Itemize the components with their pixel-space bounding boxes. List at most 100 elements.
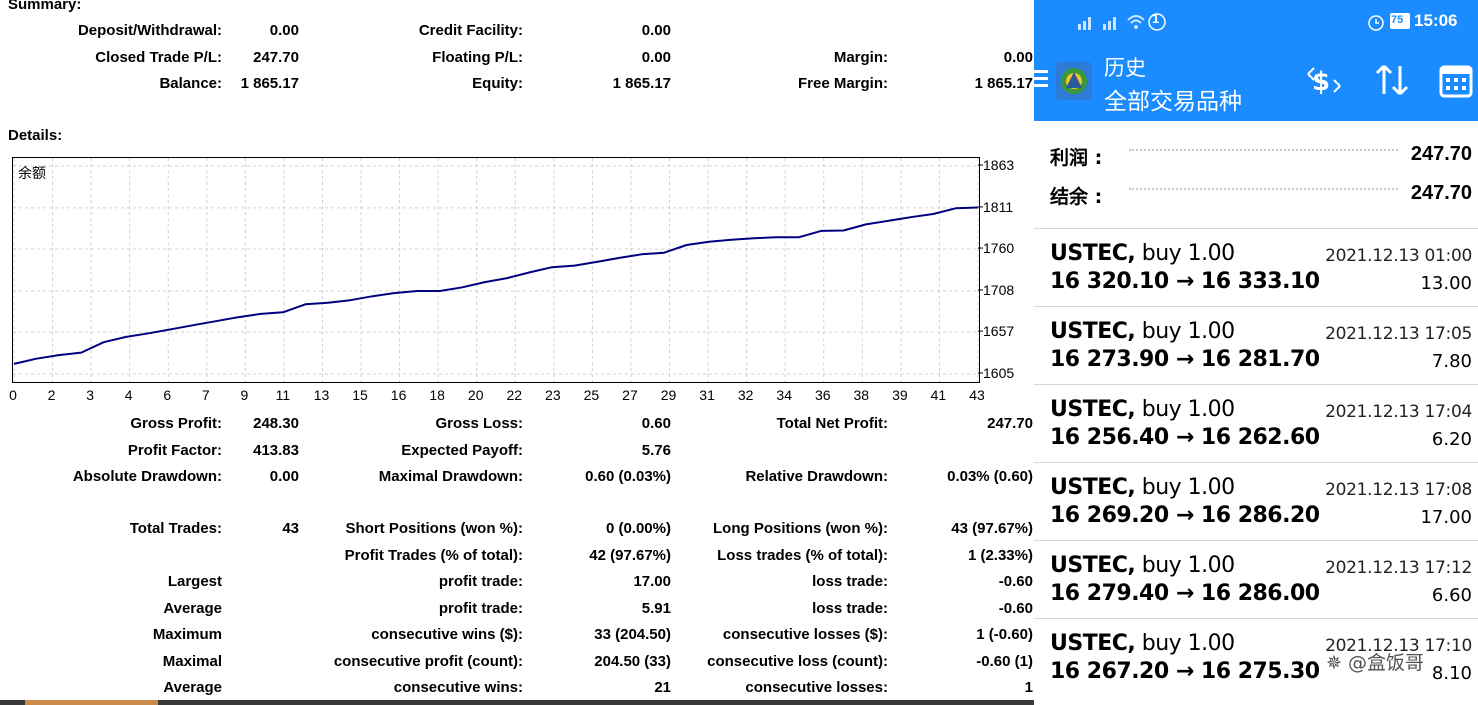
currency-exchange-icon[interactable]: $ xyxy=(1304,60,1344,100)
avg-consec-wins-label: consecutive wins: xyxy=(393,679,523,696)
x-tick-label: 2 xyxy=(48,387,56,403)
profit-trades-label: Profit Trades (% of total): xyxy=(344,547,523,564)
avg-consec-wins-value: 21 xyxy=(654,679,671,696)
maximal-drawdown-label: Maximal Drawdown: xyxy=(378,468,523,485)
trade-profit: 8.10 xyxy=(1431,663,1472,684)
battery-icon xyxy=(1390,13,1410,29)
x-tick-label: 41 xyxy=(931,387,947,403)
total-net-profit-value: 247.70 xyxy=(987,415,1033,432)
trade-profit: 13.00 xyxy=(1420,273,1472,294)
maximal-drawdown-value: 0.60 (0.03%) xyxy=(585,468,671,485)
phone-status-bar: 1 75 15:06 xyxy=(1034,0,1478,44)
free-margin-value: 1 865.17 xyxy=(974,75,1033,92)
trade-row[interactable]: USTEC, buy 1.00 16 269.20 → 16 286.20 20… xyxy=(1034,462,1478,541)
floating-pl-label: Floating P/L: xyxy=(432,49,523,66)
expected-payoff-value: 5.76 xyxy=(641,442,671,459)
x-tick-label: 13 xyxy=(314,387,330,403)
trade-symbol: USTEC, buy 1.00 xyxy=(1050,319,1235,344)
equity-value: 1 865.17 xyxy=(612,75,671,92)
calendar-icon[interactable] xyxy=(1437,60,1477,100)
expected-payoff-label: Expected Payoff: xyxy=(401,442,523,459)
symbol-filter[interactable]: 全部交易品种 xyxy=(1104,89,1242,115)
details-title: Details: xyxy=(8,127,63,144)
trade-row[interactable]: USTEC, buy 1.00 16 267.20 → 16 275.30 20… xyxy=(1034,618,1478,697)
trade-row[interactable]: USTEC, buy 1.00 16 273.90 → 16 281.70 20… xyxy=(1034,306,1478,385)
largest-loss-value: -0.60 xyxy=(998,573,1033,590)
total-trades-label: Total Trades: xyxy=(129,520,222,537)
x-tick-label: 36 xyxy=(815,387,831,403)
gross-loss-label: Gross Loss: xyxy=(435,415,523,432)
profit-factor-label: Profit Factor: xyxy=(127,442,222,459)
x-tick-label: 39 xyxy=(892,387,908,403)
sort-icon[interactable] xyxy=(1372,60,1412,100)
chart-series-label: 余额 xyxy=(18,165,46,182)
largest-loss-label: loss trade: xyxy=(812,573,888,590)
profit-summary-row: 利润 : 247.70 xyxy=(1034,135,1478,175)
loss-trades-label: Loss trades (% of total): xyxy=(717,547,888,564)
maximal-label: Maximal xyxy=(162,653,222,670)
x-tick-label: 16 xyxy=(391,387,407,403)
total-trades-value: 43 xyxy=(282,520,299,537)
average-loss-label: loss trade: xyxy=(812,600,888,617)
svg-text:$: $ xyxy=(1312,67,1330,97)
average-profit-value: 5.91 xyxy=(641,600,671,617)
trade-prices: 16 320.10 → 16 333.10 xyxy=(1050,269,1320,294)
signal-wifi-icons xyxy=(1078,13,1166,31)
gross-loss-value: 0.60 xyxy=(641,415,671,432)
x-tick-label: 9 xyxy=(240,387,248,403)
long-positions-value: 43 (97.67%) xyxy=(951,520,1033,537)
largest-profit-label: profit trade: xyxy=(438,573,523,590)
closed-trade-pl-label: Closed Trade P/L: xyxy=(95,49,222,66)
margin-value: 0.00 xyxy=(1003,49,1033,66)
maximal-consec-loss-value: -0.60 (1) xyxy=(976,653,1033,670)
short-positions-value: 0 (0.00%) xyxy=(605,520,671,537)
balance-chart: 余额 xyxy=(12,157,980,383)
trade-prices: 16 269.20 → 16 286.20 xyxy=(1050,503,1320,528)
relative-drawdown-label: Relative Drawdown: xyxy=(745,468,888,485)
dotted-leader xyxy=(1129,188,1398,190)
trade-prices: 16 256.40 → 16 262.60 xyxy=(1050,425,1320,450)
trade-profit: 17.00 xyxy=(1420,507,1472,528)
max-consec-wins-value: 33 (204.50) xyxy=(594,626,671,643)
trade-time: 2021.12.13 17:10 xyxy=(1325,636,1472,656)
trade-time: 2021.12.13 17:05 xyxy=(1325,324,1472,344)
trade-prices: 16 267.20 → 16 275.30 xyxy=(1050,659,1320,684)
balance-chart-plot: 余额 xyxy=(13,158,979,382)
maximal-consec-profit-label: consecutive profit (count): xyxy=(333,653,523,670)
trade-row[interactable]: USTEC, buy 1.00 16 256.40 → 16 262.60 20… xyxy=(1034,384,1478,463)
x-tick-label: 25 xyxy=(584,387,600,403)
x-tick-label: 4 xyxy=(125,387,133,403)
x-tick-label: 43 xyxy=(969,387,985,403)
y-tick-label: 1811 xyxy=(983,199,1013,215)
balance-line xyxy=(13,206,979,365)
x-tick-label: 27 xyxy=(622,387,638,403)
sim-number: 1 xyxy=(1152,11,1160,26)
x-tick-label: 7 xyxy=(202,387,210,403)
equity-label: Equity: xyxy=(472,75,523,92)
metatrader-logo-icon[interactable] xyxy=(1054,56,1094,106)
trade-prices: 16 273.90 → 16 281.70 xyxy=(1050,347,1320,372)
x-tick-label: 18 xyxy=(429,387,445,403)
trade-symbol: USTEC, buy 1.00 xyxy=(1050,553,1235,578)
trade-time: 2021.12.13 17:08 xyxy=(1325,480,1472,500)
x-tick-label: 6 xyxy=(163,387,171,403)
max-consec-wins-label: consecutive wins ($): xyxy=(371,626,523,643)
gross-profit-value: 248.30 xyxy=(253,415,299,432)
x-tick-label: 20 xyxy=(468,387,484,403)
trade-row[interactable]: USTEC, buy 1.00 16 279.40 → 16 286.00 20… xyxy=(1034,540,1478,619)
trade-row[interactable]: USTEC, buy 1.00 16 320.10 → 16 333.10 20… xyxy=(1034,228,1478,307)
bottom-scroll-segment xyxy=(25,700,158,705)
balance-value: 1 865.17 xyxy=(240,75,299,92)
credit-facility-label: Credit Facility: xyxy=(418,22,523,39)
y-tick-label: 1863 xyxy=(983,157,1014,173)
trade-profit: 6.20 xyxy=(1431,429,1472,450)
balance-chart-axes: 0 2 3 4 6 7 9 11 13 15 16 18 20 22 23 25 27 29 31 32 34 36 38 3… xyxy=(9,157,1014,403)
floating-pl-value: 0.00 xyxy=(641,49,671,66)
maximal-consec-profit-value: 204.50 (33) xyxy=(594,653,671,670)
deposit-withdrawal-value: 0.00 xyxy=(269,22,299,39)
absolute-drawdown-label: Absolute Drawdown: xyxy=(72,468,222,485)
average2-label: Average xyxy=(163,679,222,696)
average-profit-label: profit trade: xyxy=(438,600,523,617)
x-tick-label: 22 xyxy=(506,387,522,403)
menu-icon[interactable] xyxy=(1034,70,1048,91)
